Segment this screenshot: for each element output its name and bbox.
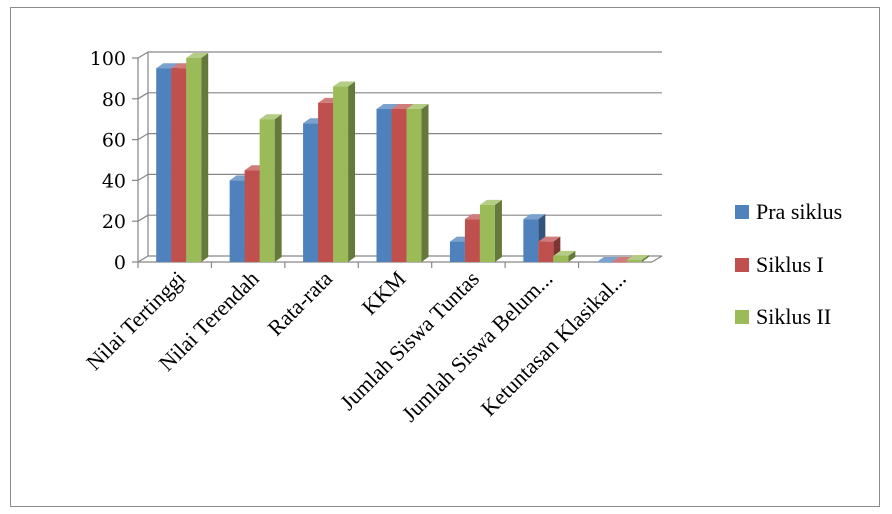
chart-frame [10,7,880,507]
bar-side [641,254,649,262]
category-label: Jumlah Siswa Tuntas [335,266,484,415]
y-tick-labels: 0 20 40 60 80 100 [90,48,126,274]
bar-top [626,254,649,260]
bar-front [464,219,480,262]
legend-item: Siklus II [735,304,831,329]
bar-top [376,104,399,109]
bar-top [523,214,546,220]
bar-front [156,68,172,262]
bar-front [244,170,260,262]
bar-top [479,199,502,205]
bar-top [596,257,619,262]
legend-swatch [735,205,749,219]
bar-side [201,53,209,262]
bar-front [406,109,422,262]
gridline-side [137,214,149,222]
gridline-side [137,51,149,59]
bar-side [568,250,576,262]
bar-top [259,114,282,120]
bar-top [186,53,209,58]
bar-front [523,219,539,262]
legend: Pra siklus Siklus I Siklus II [735,199,842,329]
bar-front [229,180,245,262]
bar-side [348,81,356,262]
bar [186,53,209,262]
bar-front [376,109,392,262]
bar-top [553,250,576,256]
legend-item: Pra siklus [735,199,842,224]
gridline-side [137,92,149,100]
bar-top [391,104,414,109]
bar-front [611,262,627,263]
bar [333,81,356,262]
bar [596,257,619,263]
bar-front [303,123,319,262]
bar-front [538,241,554,262]
bar-top [156,63,179,69]
bar [259,114,282,262]
y-tick-label: 80 [102,89,126,111]
bar-front [259,119,275,262]
bars [156,53,649,263]
bar [479,199,502,262]
y-tick-label: 20 [102,211,126,233]
legend-swatch [735,258,749,272]
bar-front [333,86,349,262]
bar-front [449,241,465,262]
bar-front [171,68,187,262]
y-tick-label: 60 [102,130,126,152]
bar-top [538,236,561,242]
category-label: Ketuntasan Klasikal... [476,266,631,421]
bar [406,104,429,262]
floor-edge [651,255,663,263]
bar-front [318,102,334,262]
category-label: KKM [357,266,411,320]
bar-side [421,104,429,262]
legend-item: Siklus I [735,252,824,277]
legend-label: Pra siklus [756,199,842,224]
y-tick-label: 100 [90,48,126,70]
bar [626,254,649,262]
bar-front [391,109,407,262]
bar-front [553,255,569,262]
bar-top [333,81,356,87]
legend-swatch [735,310,749,324]
bar-front [186,58,202,262]
legend-label: Siklus I [756,252,824,277]
y-tick-label: 40 [102,170,126,192]
bar-top [406,104,429,109]
bar-front [596,262,612,263]
gridline-side [137,173,149,181]
bar-side [274,114,282,262]
gridline-side [137,133,149,141]
bar [553,250,576,262]
category-label: Rata-rata [262,266,337,341]
bar-side [494,199,502,262]
legend-label: Siklus II [756,304,831,329]
y-tick-label: 0 [114,252,126,274]
bar-front [626,259,642,262]
gridline-side [137,255,149,263]
bar-front [479,204,495,262]
